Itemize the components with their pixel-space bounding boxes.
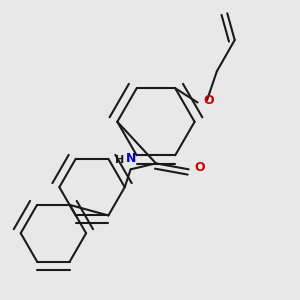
Text: H: H	[115, 155, 124, 165]
Text: O: O	[203, 94, 214, 106]
Text: O: O	[195, 161, 205, 174]
Text: N: N	[125, 152, 136, 165]
